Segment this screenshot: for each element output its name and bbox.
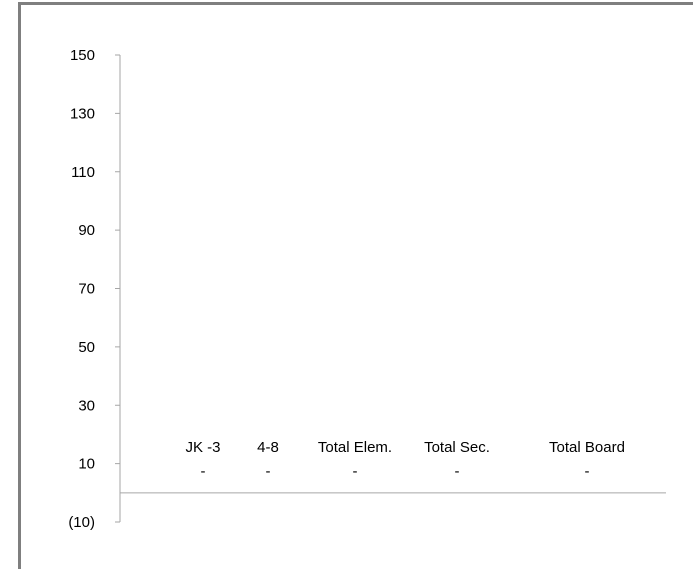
chart-area [18, 2, 693, 569]
y-tick-label: 10 [78, 456, 95, 473]
y-tick-label: 50 [78, 339, 95, 356]
data-label: - [266, 463, 271, 480]
data-label: - [585, 463, 590, 480]
data-label: - [455, 463, 460, 480]
data-label: - [201, 463, 206, 480]
y-tick-label: 150 [70, 47, 95, 64]
category-label: Total Board [549, 439, 625, 456]
y-tick-label: 30 [78, 397, 95, 414]
y-tick-label: 130 [70, 105, 95, 122]
y-tick-label: (10) [68, 514, 95, 531]
category-label: Total Elem. [318, 439, 392, 456]
category-label: Total Sec. [424, 439, 490, 456]
y-tick-label: 90 [78, 222, 95, 239]
data-label: - [353, 463, 358, 480]
category-labels: JK -3 - 4-8 - Total Elem. - Total Sec. - Total B… [185, 439, 624, 480]
y-tick-label: 110 [71, 164, 95, 181]
category-label: JK -3 [185, 439, 220, 456]
y-tick-label: 70 [78, 281, 95, 298]
category-label: 4-8 [257, 439, 279, 456]
y-axis: 150 130 110 90 70 50 30 10 (10) [68, 47, 121, 531]
